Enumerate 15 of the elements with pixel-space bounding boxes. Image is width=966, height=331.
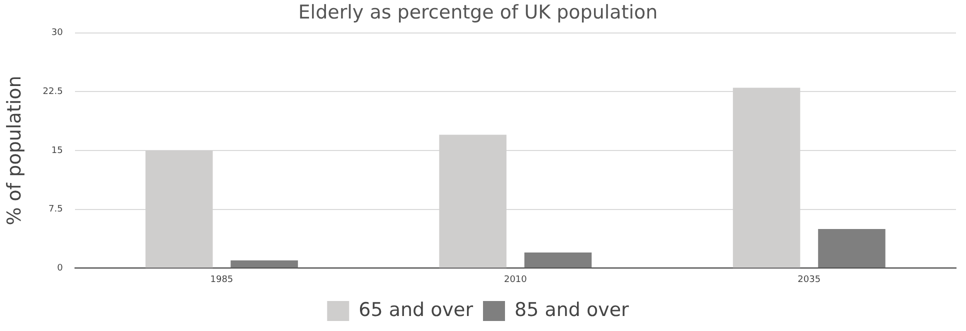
legend-label: 85 and over	[514, 298, 630, 321]
y-tick-label: 15	[51, 146, 63, 156]
y-tick-label: 0	[57, 264, 64, 274]
y-tick-label: 7.5	[48, 204, 63, 215]
bar	[818, 228, 886, 268]
y-tick-label: 22.5	[42, 86, 63, 97]
bar	[230, 260, 298, 268]
chart-title: Elderly as percentge of UK population	[298, 1, 658, 24]
x-tick-label: 1985	[210, 274, 234, 285]
x-tick-label: 2010	[504, 274, 528, 285]
x-tick-label: 2035	[798, 274, 821, 285]
bar	[524, 252, 592, 268]
legend-label: 65 and over	[358, 298, 474, 321]
y-axis-title: % of population	[3, 76, 26, 226]
y-tick-label: 30	[51, 28, 64, 38]
